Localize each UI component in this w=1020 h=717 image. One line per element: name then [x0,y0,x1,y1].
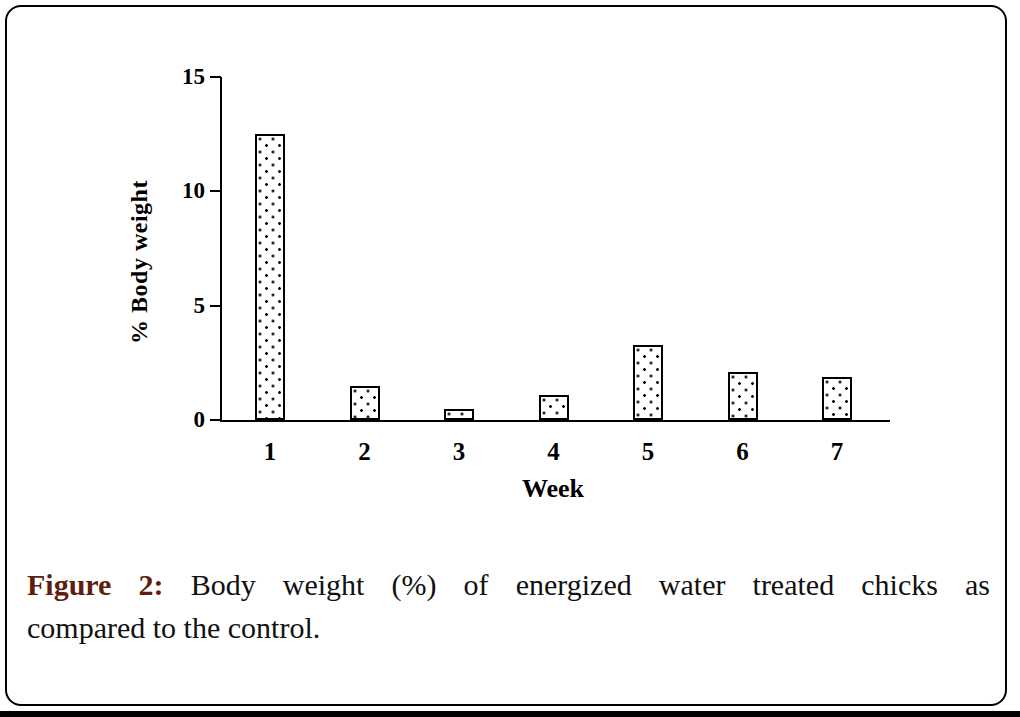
caption-line-1-text: Body weight (%) of energized water treat… [191,568,990,601]
x-tick-label-5: 5 [618,438,678,466]
x-tick-label-7: 7 [807,438,867,466]
bar-week-5 [633,345,663,420]
figure-caption: Figure 2: Body weight (%) of energized w… [27,563,990,649]
bar-week-6 [728,372,758,420]
y-tick-label-10: 10 [145,177,205,205]
y-tick-mark-5 [210,305,221,307]
x-tick-label-6: 6 [713,438,773,466]
y-tick-mark-10 [210,190,221,192]
y-tick-mark-15 [210,76,221,78]
caption-line-1: Figure 2: Body weight (%) of energized w… [27,563,990,606]
x-axis-line [220,420,890,422]
caption-figure-label: Figure 2: [27,568,164,601]
y-tick-label-15: 15 [145,63,205,91]
bar-week-3 [444,409,474,420]
y-axis-line [220,77,222,422]
footer-rule [0,711,1020,717]
x-axis-title: Week [522,474,584,504]
bar-week-4 [539,395,569,420]
x-tick-label-2: 2 [335,438,395,466]
bar-week-7 [822,377,852,420]
caption-line-2: compared to the control. [27,606,990,649]
y-tick-label-0: 0 [145,406,205,434]
bar-week-2 [350,386,380,420]
x-tick-label-1: 1 [240,438,300,466]
x-tick-label-3: 3 [429,438,489,466]
x-tick-label-4: 4 [524,438,584,466]
bar-week-1 [255,134,285,420]
y-tick-mark-0 [210,419,221,421]
y-tick-label-5: 5 [145,292,205,320]
